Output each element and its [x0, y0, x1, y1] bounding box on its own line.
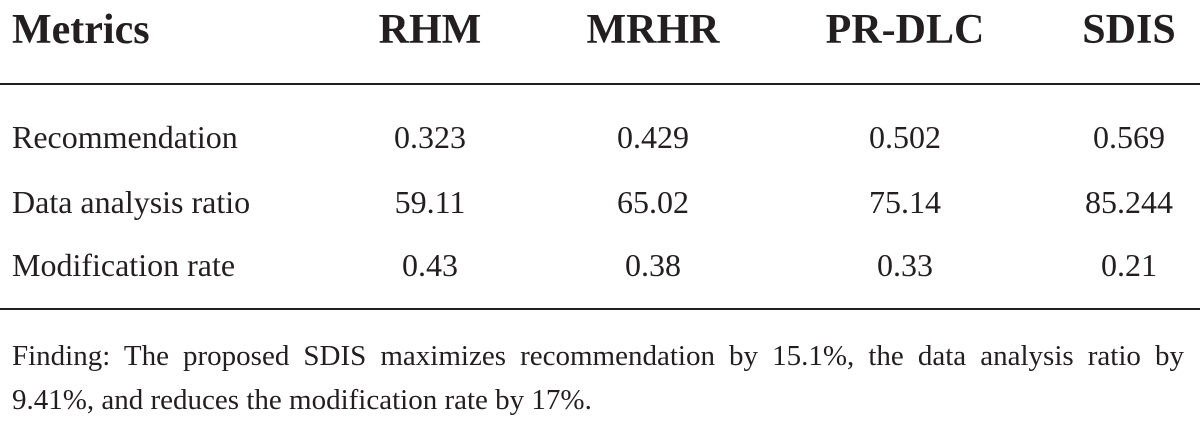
row-label: Recommendation	[12, 119, 238, 155]
table-row: Modification rate 0.43 0.38 0.33 0.21	[0, 243, 1200, 287]
row-label: Modification rate	[12, 247, 236, 283]
cell-value: 0.21	[1101, 247, 1157, 283]
table-row: Data analysis ratio 59.11 65.02 75.14 85…	[0, 180, 1200, 224]
row-label: Data analysis ratio	[12, 184, 251, 220]
table-footnote: Finding: The proposed SDIS maximizes rec…	[12, 340, 1184, 416]
header-rhm: RHM	[378, 7, 482, 53]
cell-value: 75.14	[869, 184, 941, 220]
header-metrics: Metrics	[12, 7, 150, 53]
cell-value: 0.33	[877, 247, 933, 283]
cell-value: 59.11	[394, 184, 466, 220]
cell-value: 0.429	[617, 119, 689, 155]
cell-value: 65.02	[617, 184, 689, 220]
footer-divider	[0, 308, 1200, 310]
cell-value: 0.323	[394, 119, 466, 155]
cell-value: 0.43	[402, 247, 458, 283]
cell-value: 0.38	[625, 247, 681, 283]
header-mrhr: MRHR	[586, 7, 720, 53]
header-divider	[0, 83, 1200, 85]
table-row: Recommendation 0.323 0.429 0.502 0.569	[0, 115, 1200, 159]
header-sdis: SDIS	[1082, 7, 1176, 53]
cell-value: 0.502	[869, 119, 941, 155]
cell-value: 85.244	[1085, 184, 1173, 220]
cell-value: 0.569	[1093, 119, 1165, 155]
header-pr-dlc: PR-DLC	[825, 7, 985, 53]
